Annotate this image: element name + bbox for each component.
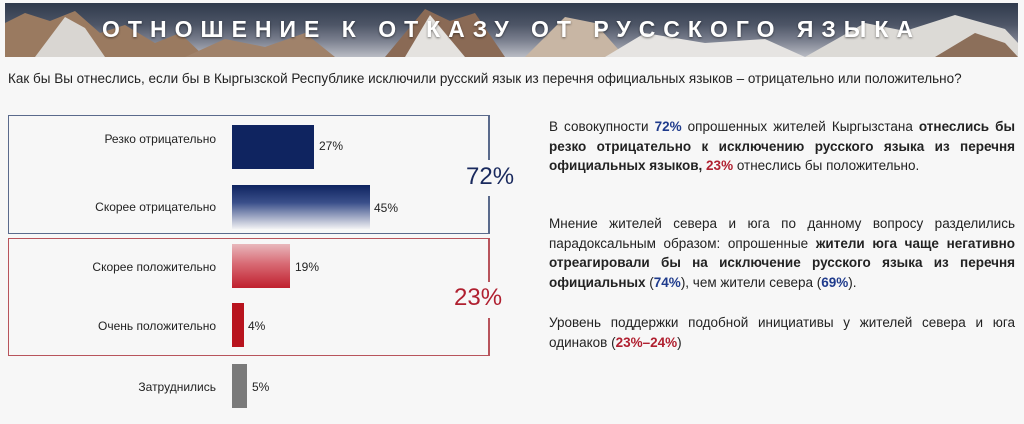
highlight-23: 23% [706,158,734,173]
bar [232,303,244,347]
bold-text: жители юга чаще негативно отреагировали … [549,235,1015,290]
commentary-paragraph-3: Уровень поддержки подобной инициативы у … [549,313,1015,352]
bar-value: 4% [248,319,266,333]
mountain-background [5,9,1018,57]
negative-total: 72% [466,163,515,190]
text: Уровень поддержки подобной инициативы у … [549,315,1015,350]
bar-row: Скорее положительно 19% [0,244,480,288]
bar-label: Скорее положительно [92,260,216,274]
negative-group-box [8,115,489,234]
text: Мнение жителей севера и юга по данному в… [549,216,1015,251]
bar-row: Затруднились 5% [0,364,480,408]
positive-total: 23% [454,284,503,311]
page-title: ОТНОШЕНИЕ К ОТКАЗУ ОТ РУССКОГО ЯЗЫКА [102,16,921,42]
bar-row: Очень положительно 4% [0,303,480,347]
survey-question: Как бы Вы отнеслись, если бы в Кыргызско… [8,71,962,86]
text: В совокупности [549,119,655,134]
bar-value: 19% [295,260,320,274]
highlight-23-24: 23%–24% [615,334,678,350]
bar-label: Затруднились [138,380,216,394]
positive-bracket-bottom [488,318,490,356]
negative-bracket-top [488,115,490,160]
bar-label: Очень положительно [98,319,216,333]
highlight-72: 72% [654,119,682,134]
bar-value: 45% [374,201,399,215]
text: ) [677,334,682,350]
bold-text: отнеслись бы резко отрицательно к исключ… [549,119,1015,173]
commentary-paragraph-1: В совокупности 72% опрошенных жителей Кы… [549,117,1015,176]
text: ). [848,274,857,290]
highlight-69: 69% [821,274,849,290]
header-banner: ОТНОШЕНИЕ К ОТКАЗУ ОТ РУССКОГО ЯЗЫКА [5,3,1018,57]
text: опрошенных жителей Кыргызстана [681,119,919,134]
bar-value: 5% [252,380,270,394]
bar-row: Скорее отрицательно 45% [0,185,480,229]
text: ), чем жители севера ( [680,274,822,290]
text: отнеслись бы положительно. [733,158,920,173]
bar [232,185,370,229]
bar-label: Резко отрицательно [104,132,216,146]
bar-value: 27% [319,139,344,153]
bar-label: Скорее отрицательно [95,200,216,214]
negative-bracket-bottom [488,196,490,234]
positive-group-box [8,238,489,356]
bar [232,364,247,408]
positive-bracket-top [488,238,490,282]
bar [232,125,314,169]
highlight-74: 74% [653,274,681,290]
bar [232,244,290,288]
bar-row: Резко отрицательно 27% [0,125,480,169]
text: ( [645,274,654,290]
commentary-paragraph-2: Мнение жителей севера и юга по данному в… [549,214,1015,292]
